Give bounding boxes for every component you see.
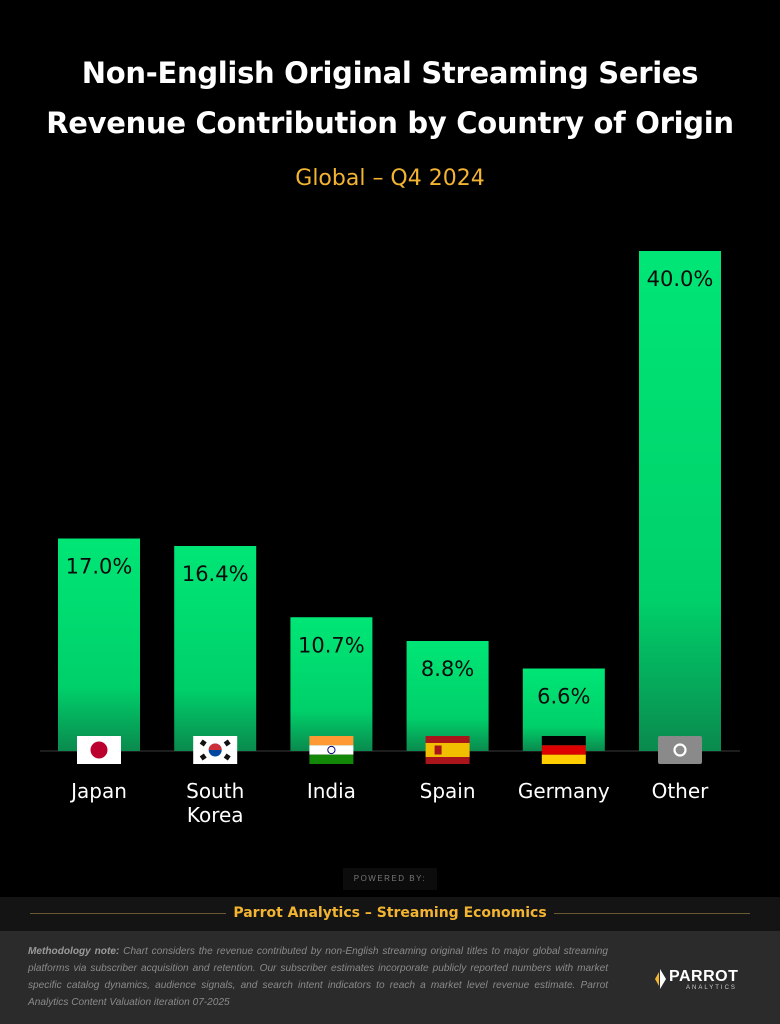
category-label-india: India xyxy=(307,779,356,803)
value-label-germany: 6.6% xyxy=(537,685,590,709)
bar-other xyxy=(639,251,721,751)
other-globe-icon xyxy=(658,736,702,764)
footer: Parrot Analytics – Streaming Economics M… xyxy=(0,897,780,1024)
south-korea-flag-icon xyxy=(193,736,238,764)
india-flag-icon xyxy=(309,736,354,764)
spain-flag-icon xyxy=(425,736,470,764)
category-label-south-korea-2: Korea xyxy=(187,803,244,827)
category-label-spain: Spain xyxy=(420,779,476,803)
value-label-other: 40.0% xyxy=(647,267,714,291)
category-label-germany: Germany xyxy=(518,779,610,803)
value-label-india: 10.7% xyxy=(298,633,365,657)
category-label-south-korea-1: South xyxy=(186,779,244,803)
parrot-analytics-logo: PARROT ANALYTICS xyxy=(652,966,762,996)
value-label-spain: 8.8% xyxy=(421,657,474,681)
bar-spain xyxy=(406,641,489,751)
methodology-text: Chart considers the revenue contributed … xyxy=(28,946,608,1008)
footer-rule-left xyxy=(30,913,226,914)
logo-subtext: ANALYTICS xyxy=(686,985,737,991)
germany-flag-icon xyxy=(541,736,586,764)
methodology-label: Methodology note: xyxy=(28,946,120,957)
chart-title-line-2: Revenue Contribution by Country of Origi… xyxy=(46,106,734,140)
footer-band xyxy=(0,897,780,931)
chart-title-line-1: Non-English Original Streaming Series xyxy=(81,56,699,90)
footer-brand: Parrot Analytics – Streaming Economics xyxy=(233,905,547,921)
value-label-south-korea: 16.4% xyxy=(182,562,249,586)
parrot-logo-icon xyxy=(655,969,666,989)
value-label-japan: 17.0% xyxy=(66,555,133,579)
chart-subtitle: Global – Q4 2024 xyxy=(295,166,485,191)
footer-rule-right xyxy=(554,913,750,914)
category-label-japan: Japan xyxy=(69,779,127,803)
category-label-other: Other xyxy=(652,779,710,803)
logo-text: PARROT xyxy=(669,968,739,985)
powered-by-label: POWERED BY: xyxy=(343,868,437,890)
chart-title: Non-English Original Streaming Series Re… xyxy=(0,48,780,148)
methodology-note: Methodology note: Chart considers the re… xyxy=(28,943,608,1011)
bar-south-korea xyxy=(174,546,257,751)
bar-india xyxy=(290,617,373,751)
japan-flag-icon xyxy=(77,736,121,764)
bar-japan xyxy=(58,538,140,751)
